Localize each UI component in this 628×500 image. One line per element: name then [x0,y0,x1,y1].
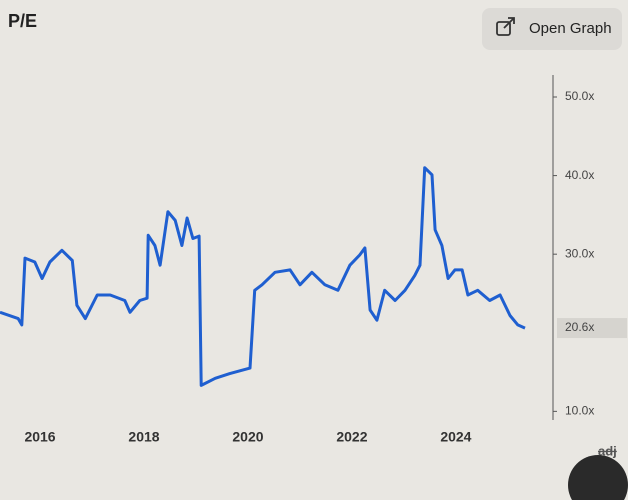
x-tick-label: 2016 [24,429,55,445]
scan-icon[interactable] [568,455,628,500]
button-bg[interactable] [482,8,622,50]
current-value-badge [557,318,627,339]
x-tick-label: 2018 [128,429,159,445]
y-tick-label: 30.0x [565,246,594,260]
x-tick-label: 2024 [440,429,471,445]
open-graph-button[interactable]: Open Graph [482,8,622,50]
line [0,166,526,387]
button-icon[interactable] [496,21,511,36]
button-label[interactable]: Open Graph [529,20,612,37]
chart-title: P/E [8,11,37,31]
y-tick-label: 10.0x [565,404,594,418]
current-value-label: 20.6x [565,320,594,334]
y-tick-label: 50.0x [565,89,594,103]
x-tick-label: 2022 [336,429,367,445]
y-tick-label: 40.0x [565,168,594,182]
x-tick-label: 2020 [232,429,263,445]
adj-toggle[interactable]: adj [598,443,617,458]
button-icon[interactable] [503,17,515,29]
